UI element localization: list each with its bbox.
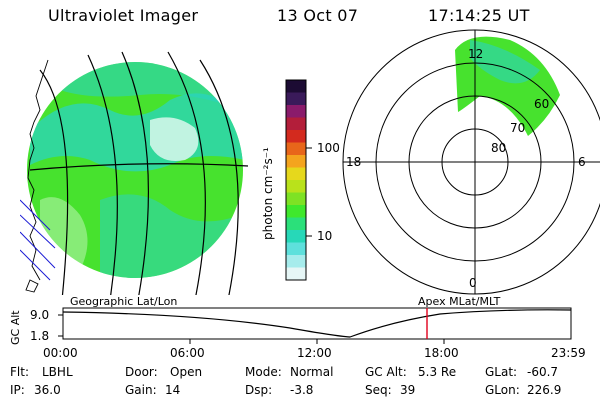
intensity-colorbar (286, 80, 306, 281)
filter-value: LBHL (42, 365, 73, 379)
meridian-1 (39, 69, 69, 295)
timeline-x-tick-2359: 23:59 (551, 346, 586, 360)
colorbar-segment (286, 142, 306, 156)
dsp-value: -3.8 (290, 383, 314, 397)
timeline-x-tick-0000: 00:00 (43, 346, 78, 360)
colorbar-segment (286, 267, 306, 281)
coastline (27, 59, 49, 281)
colorbar-segment (286, 255, 306, 268)
mlat-label-80: 80 (491, 141, 507, 155)
mlat-label-70: 70 (510, 121, 526, 135)
door-label: Door: (125, 365, 158, 379)
polar-plot-caption: Apex MLat/MLT (418, 295, 501, 308)
filter-label: Flt: (10, 365, 29, 379)
timeline-x-tick-0600: 06:00 (170, 346, 205, 360)
altitude-curve (62, 309, 572, 338)
glat-value: -60.7 (527, 365, 559, 379)
gc-alt-label: GC Alt: (365, 365, 407, 379)
colorbar-frame (285, 79, 307, 281)
dsp-label: Dsp: (245, 383, 273, 397)
mlt-label-6: 6 (578, 155, 586, 169)
timeline-x-tick-1800: 18:00 (424, 346, 459, 360)
glon-label: GLon: (485, 383, 520, 397)
ip-label: IP: (10, 383, 25, 397)
latitude-line (29, 163, 249, 171)
observation-date: 13 Oct 07 (277, 6, 359, 25)
left-map-caption: Geographic Lat/Lon (70, 295, 178, 308)
colorbar-segment (286, 130, 306, 143)
gain-label: Gain: (125, 383, 157, 397)
polar-plot (342, 29, 600, 295)
gain-value: 14 (165, 383, 181, 397)
timeline-x-tick-1200: 12:00 (297, 346, 332, 360)
mlt-label-12: 12 (468, 47, 484, 61)
glat-label: GLat: (485, 365, 518, 379)
geographic-map (20, 51, 249, 295)
colorbar-segment (286, 105, 306, 118)
colorbar-segment (286, 155, 306, 168)
colorbar-label-100: 100 (317, 141, 340, 155)
gc-alt-value: 5.3 Re (418, 365, 457, 379)
timeline-y-axis-label: GC Alt (9, 310, 22, 345)
mlt-label-18: 18 (346, 155, 362, 169)
meridian-2 (87, 54, 118, 295)
seq-value: 39 (400, 383, 416, 397)
colorbar-segment (286, 180, 306, 193)
colorbar-segment (286, 92, 306, 106)
timeline-panel (58, 307, 572, 344)
door-value: Open (170, 365, 203, 379)
ip-value: 36.0 (34, 383, 61, 397)
observation-time: 17:14:25 UT (428, 6, 530, 25)
colorbar-segment (286, 80, 306, 93)
meridian-4 (167, 51, 206, 295)
instrument-title: Ultraviolet Imager (48, 6, 199, 25)
colorbar-segment (286, 205, 306, 218)
colorbar-label-10: 10 (317, 229, 333, 243)
mlat-label-60: 60 (534, 97, 550, 111)
meridian-3 (121, 51, 150, 295)
timeline-y-tick-high: 9.0 (30, 308, 50, 322)
colorbar-unit-label: photon cm⁻²s⁻¹ (261, 147, 275, 240)
mode-label: Mode: (245, 365, 282, 379)
timeline-y-tick-low: 1.8 (30, 329, 50, 343)
mode-value: Normal (290, 365, 334, 379)
colorbar-segment (286, 192, 306, 206)
colorbar-segment (286, 117, 306, 131)
mlt-label-0: 0 (469, 276, 477, 290)
colorbar-segment (286, 217, 306, 231)
colorbar-segment (286, 230, 306, 243)
timeline-frame (62, 307, 572, 340)
colorbar-segment (286, 242, 306, 256)
colorbar-segment (286, 167, 306, 181)
glon-value: 226.9 (527, 383, 562, 397)
seq-label: Seq: (365, 383, 392, 397)
